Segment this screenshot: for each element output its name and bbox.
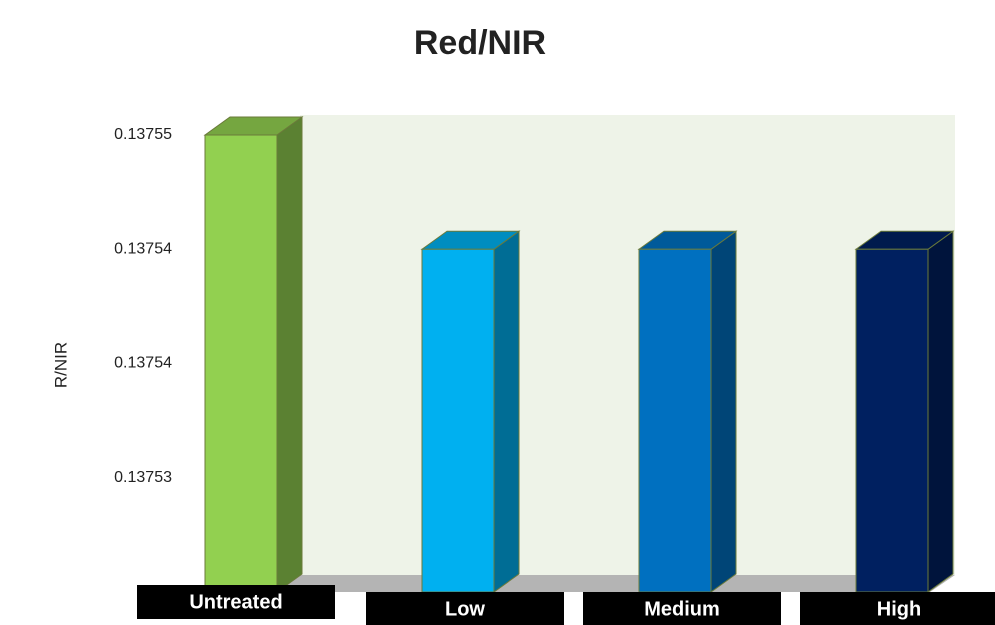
x-tick-label: Low [445, 598, 485, 620]
bar-side [927, 230, 954, 593]
y-tick-label: 0.13753 [114, 469, 172, 486]
y-tick-label: 0.13754 [114, 240, 172, 257]
bar [855, 248, 929, 593]
bar-side [493, 230, 520, 593]
x-tick-label: High [877, 598, 921, 620]
y-tick-label: 0.13755 [114, 126, 172, 143]
y-tick-label: 0.13754 [114, 355, 172, 372]
x-tick-label: Medium [644, 598, 720, 620]
bar-side [276, 116, 303, 593]
x-tick-label: Untreated [189, 591, 282, 613]
y-axis-label: R/NIR [51, 342, 70, 388]
floor [205, 575, 955, 592]
category-box [583, 592, 781, 625]
bar [204, 134, 278, 593]
category-box [137, 585, 335, 619]
bar [638, 248, 712, 593]
bar-side [710, 230, 737, 593]
category-box [366, 592, 564, 625]
bar [421, 248, 495, 593]
chart-title: Red/NIR [414, 24, 546, 62]
category-box [800, 592, 995, 625]
